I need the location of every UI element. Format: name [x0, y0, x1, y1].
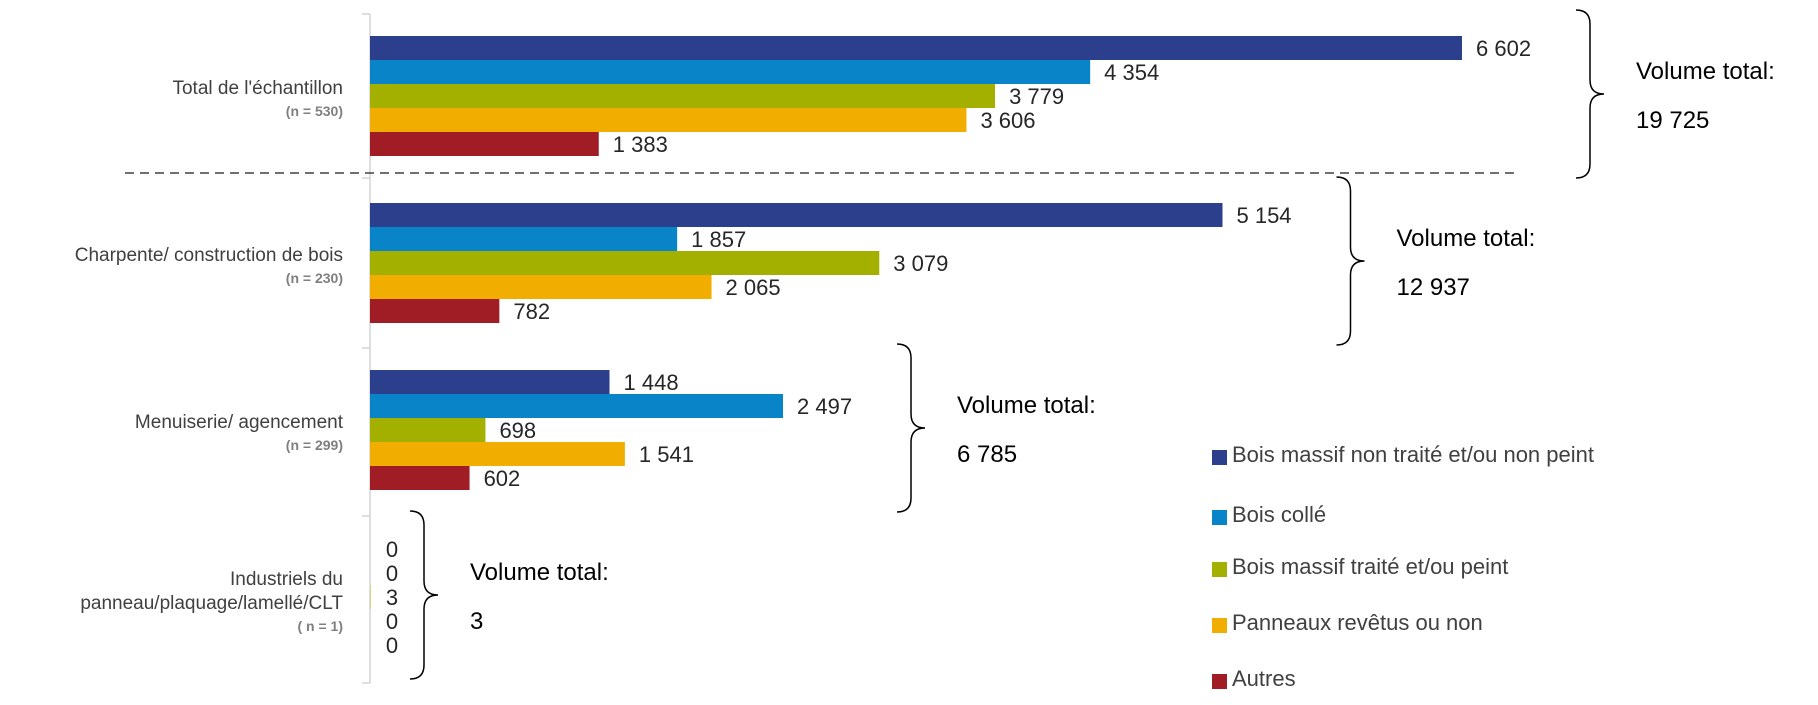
bar — [370, 84, 996, 108]
category-label: Industriels du — [230, 569, 343, 590]
bar — [370, 60, 1091, 84]
legend-label: Bois massif traité et/ou peint — [1232, 554, 1509, 579]
total-value: 12 937 — [1396, 274, 1469, 301]
data-label: 698 — [499, 418, 536, 443]
legend-swatch — [1212, 510, 1227, 525]
category-label: panneau/plaquage/lamellé/CLT — [80, 593, 343, 614]
legend-item: Bois massif traité et/ou peint — [1210, 554, 1630, 580]
data-label: 0 — [386, 609, 398, 634]
category-n-label: (n = 299) — [286, 437, 343, 453]
total-value: 19 725 — [1636, 107, 1709, 134]
bar — [370, 299, 500, 323]
legend-swatch — [1212, 450, 1227, 465]
data-label: 0 — [386, 561, 398, 586]
data-label: 1 383 — [613, 132, 668, 157]
total-brace — [409, 510, 439, 680]
total-brace — [1575, 9, 1605, 179]
bar — [370, 251, 880, 275]
total-label: Volume total: — [1636, 58, 1775, 85]
data-label: 1 857 — [691, 227, 746, 252]
total-value: 6 785 — [957, 441, 1017, 468]
data-label: 602 — [484, 466, 521, 491]
category-n-label: (n = 530) — [286, 103, 343, 119]
category-n-label: ( n = 1) — [297, 618, 343, 634]
total-brace — [896, 343, 926, 513]
total-value: 3 — [470, 608, 483, 635]
data-label: 3 — [386, 585, 398, 610]
data-label: 0 — [386, 633, 398, 658]
bar — [370, 370, 610, 394]
legend-item: Bois collé — [1210, 502, 1630, 528]
total-label: Volume total: — [957, 392, 1096, 419]
bar — [370, 466, 470, 490]
data-label: 3 779 — [1009, 84, 1064, 109]
legend-label: Autres — [1232, 666, 1296, 691]
bar — [370, 394, 784, 418]
bar — [370, 275, 712, 299]
legend-item: Panneaux revêtus ou non — [1210, 610, 1630, 636]
data-label: 1 541 — [639, 442, 694, 467]
legend-swatch — [1212, 562, 1227, 577]
bar — [370, 227, 678, 251]
data-label: 6 602 — [1476, 36, 1531, 61]
total-label: Volume total: — [1396, 225, 1535, 252]
data-label: 2 497 — [797, 394, 852, 419]
legend-label: Panneaux revêtus ou non — [1232, 610, 1483, 635]
category-label: Total de l'échantillon — [172, 78, 343, 99]
data-label: 1 448 — [624, 370, 679, 395]
category-label: Charpente/ construction de bois — [75, 245, 343, 266]
legend-item: Bois massif non traité et/ou non peint — [1210, 442, 1630, 468]
data-label: 5 154 — [1236, 203, 1291, 228]
legend-label: Bois massif non traité et/ou non peint — [1232, 442, 1594, 467]
bar — [370, 132, 599, 156]
bar — [370, 36, 1462, 60]
bar — [370, 442, 625, 466]
bar — [370, 108, 967, 132]
data-label: 2 065 — [726, 275, 781, 300]
data-label: 3 606 — [980, 108, 1035, 133]
data-label: 0 — [386, 537, 398, 562]
data-label: 3 079 — [893, 251, 948, 276]
bar — [370, 418, 486, 442]
legend-swatch — [1212, 674, 1227, 689]
legend-swatch — [1212, 618, 1227, 633]
legend-label: Bois collé — [1232, 502, 1327, 527]
total-brace — [1336, 176, 1365, 346]
bar — [370, 203, 1223, 227]
data-label: 4 354 — [1104, 60, 1159, 85]
legend: Bois massif non traité et/ou non peint Bo… — [1210, 442, 1630, 692]
total-label: Volume total: — [470, 559, 609, 586]
category-n-label: (n = 230) — [286, 270, 343, 286]
legend-item: Autres — [1210, 666, 1630, 692]
data-label: 782 — [513, 299, 550, 324]
category-label: Menuiserie/ agencement — [135, 412, 344, 433]
